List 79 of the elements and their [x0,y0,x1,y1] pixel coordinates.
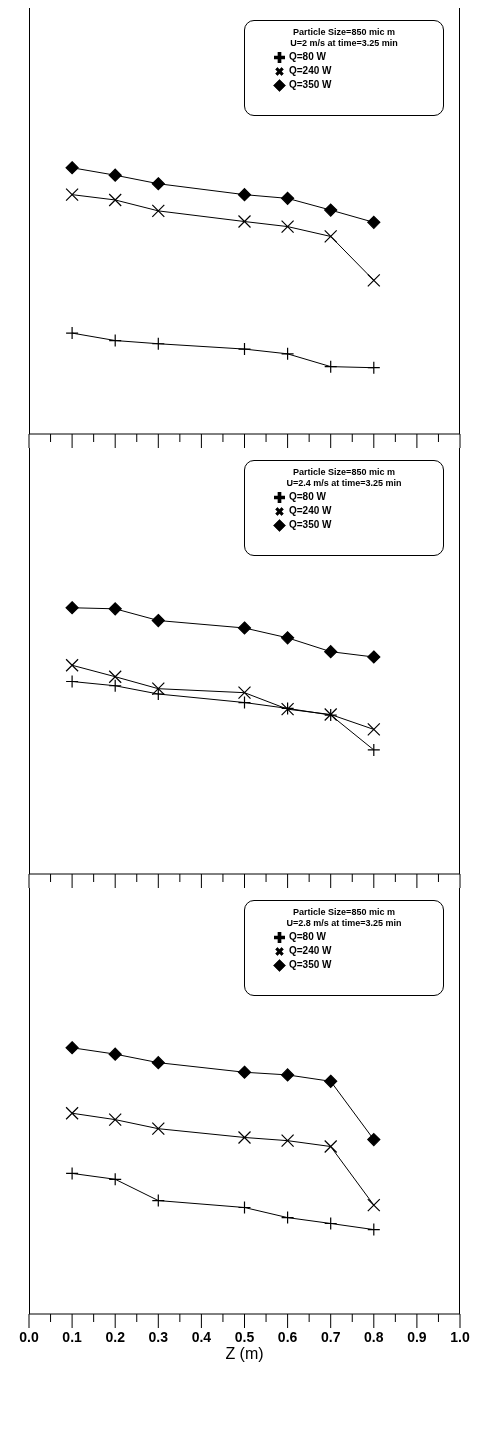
point [65,1166,79,1181]
point [237,686,252,700]
point [108,602,122,616]
point [237,695,252,710]
point [151,1122,165,1136]
point [281,347,295,361]
legend-title: Particle Size=850 mic m U=2.8 m/s at time=3.25 min [285,907,403,929]
point [281,1068,295,1082]
point [108,333,122,348]
x-tick-label: 0.1 [62,1329,83,1345]
point [151,1056,165,1070]
legend-label: Q=350 W [289,519,332,530]
x-tick-label: 0.3 [148,1329,169,1345]
legend-label: Q=80 W [289,51,326,62]
point [281,219,295,234]
x-tick-label: 0.0 [19,1329,39,1345]
point [281,1134,295,1148]
point [237,621,252,635]
point [65,601,79,615]
x-axis-title: Z (m) [224,1344,265,1364]
point [367,215,381,229]
x-tick-label: 1.0 [450,1329,470,1345]
point [108,679,122,693]
point [65,658,79,672]
point [65,1041,79,1055]
point [367,743,381,757]
legend-label: Q=80 W [289,491,326,502]
point [237,188,252,202]
point [367,650,381,664]
point [367,1198,381,1212]
x-tick-label: 0.2 [105,1329,126,1345]
legend-title: Particle Size=850 mic m U=2 m/s at time=3.25 min [289,27,399,49]
point [281,1211,295,1225]
point [367,1223,381,1237]
point [324,229,338,244]
point [367,361,381,375]
point [237,342,252,356]
point [65,188,79,202]
legend-label: Q=350 W [289,79,332,90]
x-tick-label: 0.4 [191,1329,212,1345]
point [324,203,338,217]
point [108,670,122,684]
point [151,337,165,351]
point [151,682,165,696]
point [151,613,165,628]
point [367,1133,381,1147]
point [108,168,122,182]
point [237,1065,252,1079]
point [108,1047,122,1061]
point [367,273,381,287]
point [324,360,338,374]
point [151,1193,165,1208]
legend-label: Q=240 W [289,65,332,76]
legend-title: Particle Size=850 mic m U=2.4 m/s at time=3.25 min [285,467,403,489]
point [237,214,252,229]
point [324,645,338,659]
point [281,631,295,645]
legend-label: Q=240 W [289,945,332,956]
x-tick-label: 0.8 [364,1329,384,1345]
x-tick-label: 0.9 [407,1329,427,1345]
point [108,193,122,207]
legend-label: Q=350 W [289,959,332,970]
point [324,1139,338,1154]
legend-label: Q=240 W [289,505,332,516]
x-tick-label: 0.5 [234,1329,255,1345]
point [237,1200,252,1215]
point [237,1130,252,1145]
point [65,161,79,175]
x-tick-label: 0.7 [320,1329,341,1345]
point [108,1113,122,1127]
point [367,722,381,737]
x-tick-label: 0.6 [277,1329,298,1345]
point [65,1106,79,1120]
point [151,204,165,218]
point [281,191,295,205]
point [324,1074,338,1088]
legend-label: Q=80 W [289,931,326,942]
point [151,177,165,191]
point [108,1172,122,1186]
